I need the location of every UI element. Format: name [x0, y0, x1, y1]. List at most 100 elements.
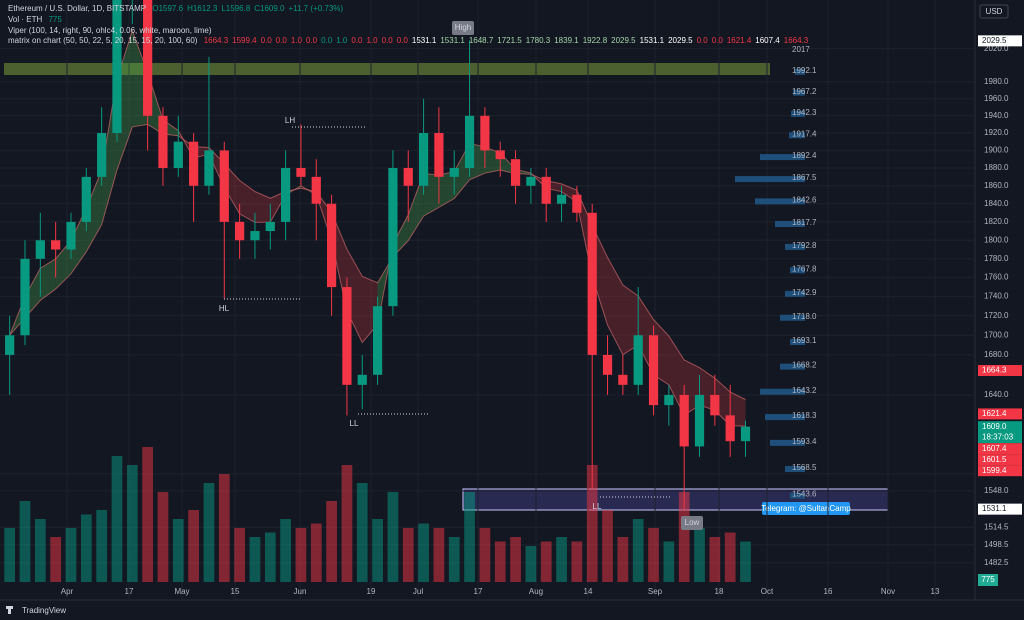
profile-bar: [735, 176, 805, 183]
y-tick-label: 1760.0: [984, 273, 1009, 282]
currency[interactable]: USD: [986, 7, 1003, 16]
currency-box[interactable]: [979, 4, 1009, 19]
volume-bar: [234, 528, 245, 582]
matrix-value: 1664.3: [783, 36, 809, 45]
candle-body: [541, 176, 551, 204]
profile-bar: [775, 221, 805, 228]
volume-bar: [663, 541, 675, 582]
candle-body: [418, 133, 429, 186]
candle-body: [20, 258, 30, 336]
profile-bar: [780, 363, 805, 370]
price-badge-label: 1599.4: [982, 466, 1007, 475]
profile-bar: [790, 267, 805, 274]
volume-bar: [525, 546, 537, 582]
profile-label: 1992.1: [792, 66, 817, 75]
matrix-band: [4, 63, 770, 75]
volume-bar: [418, 523, 429, 582]
candle-body: [510, 159, 521, 186]
x-tick-label: 13: [931, 587, 940, 596]
candle-body: [388, 167, 398, 307]
x-tick-label: Aug: [529, 587, 543, 596]
candle-body: [449, 167, 459, 177]
volume-bar: [280, 519, 291, 582]
volume-bar: [80, 514, 92, 582]
profile-label: 1842.6: [792, 196, 817, 205]
profile-label: 1867.5: [792, 173, 817, 182]
volume-bar: [694, 528, 705, 582]
price-badge-label: 1601.5: [982, 455, 1007, 464]
price-badge-label: 1531.1: [982, 504, 1007, 513]
x-tick-label: Oct: [761, 587, 774, 596]
matrix-value: 1922.8: [582, 36, 608, 45]
ribbon: [239, 180, 255, 223]
annotation-box: [452, 21, 474, 35]
x-tick-label: 14: [584, 587, 593, 596]
volume-bar: [326, 501, 337, 582]
ohlc: O1597.6 H1612.3 L1596.8 C1609.0 +11.7 (+0.73…: [152, 4, 347, 13]
profile-bar: [765, 414, 805, 421]
candle-body: [403, 167, 413, 186]
volume-bar: [203, 483, 215, 582]
matrix-value: 0.0: [396, 36, 408, 45]
price-badge: [978, 443, 1022, 455]
volume-bar: [264, 532, 276, 582]
telegram-label: Telegram: @SultanCamp: [761, 504, 851, 513]
candle-body: [679, 394, 689, 447]
candle-body: [311, 176, 321, 204]
profile-label: 1792.8: [792, 241, 817, 250]
annotation: LH: [285, 116, 295, 125]
volume-bar: [310, 523, 322, 582]
x-tick-label: 19: [367, 587, 376, 596]
profile-label: 1742.9: [792, 288, 817, 297]
volume-bar: [19, 501, 31, 582]
candle-body: [66, 221, 76, 250]
volume-bar: [356, 483, 368, 582]
matrix-value: 1839.1: [554, 36, 579, 45]
price-badge: [978, 465, 1022, 477]
profile-bar: [793, 89, 805, 96]
candle-body: [5, 335, 15, 355]
y-tick-label: 1498.5: [984, 540, 1009, 549]
candle-body: [35, 240, 45, 259]
profile-label: 1668.2: [792, 361, 817, 370]
matrix-value: 1621.4: [726, 36, 752, 45]
volume-bar: [172, 519, 184, 582]
candle-body: [219, 150, 229, 222]
volume-bar: [249, 537, 261, 582]
profile-bar: [760, 388, 805, 395]
candle-body: [81, 176, 91, 222]
y-tick-label: 1800.0: [984, 235, 1009, 244]
matrix-value: 0.0: [351, 36, 363, 45]
profile-bar: [790, 492, 805, 499]
y-tick-label: 1920.0: [984, 128, 1009, 137]
matrix-value: 1780.3: [525, 36, 551, 45]
ribbon: [254, 191, 271, 223]
y-tick-label: 1880.0: [984, 163, 1009, 172]
ohlc-value: C1609.0: [254, 4, 285, 13]
brand-logo: [6, 606, 13, 614]
volume-badge: [978, 574, 998, 586]
ribbon: [116, 30, 133, 171]
profile-label: 1693.1: [792, 336, 817, 345]
candle-body: [725, 415, 735, 442]
header-line-2: Vol · ETH 775: [8, 15, 66, 24]
x-tick-label: Sep: [648, 587, 663, 596]
matrix-value: 1.0: [336, 36, 348, 45]
ohlc-value: +11.7 (+0.73%): [288, 4, 344, 13]
price-badge-label: 1664.3: [982, 366, 1007, 375]
y-tick-label: 1980.0: [984, 77, 1009, 86]
candle-body: [265, 221, 275, 232]
profile-label: 1568.5: [792, 463, 817, 472]
volume-bar: [540, 541, 552, 582]
brand: TradingView: [22, 606, 66, 615]
volume-bar: [402, 528, 414, 582]
candle-body: [618, 374, 628, 385]
x-tick-label: May: [174, 587, 189, 596]
candle-body: [296, 167, 306, 177]
annotation-box: [681, 516, 703, 530]
y-tick-label: 2020.0: [984, 44, 1009, 53]
y-tick-label: 1940.0: [984, 111, 1009, 120]
ribbon: [346, 249, 363, 343]
matrix-value: 1599.4: [232, 36, 257, 45]
candle-body: [97, 133, 107, 177]
